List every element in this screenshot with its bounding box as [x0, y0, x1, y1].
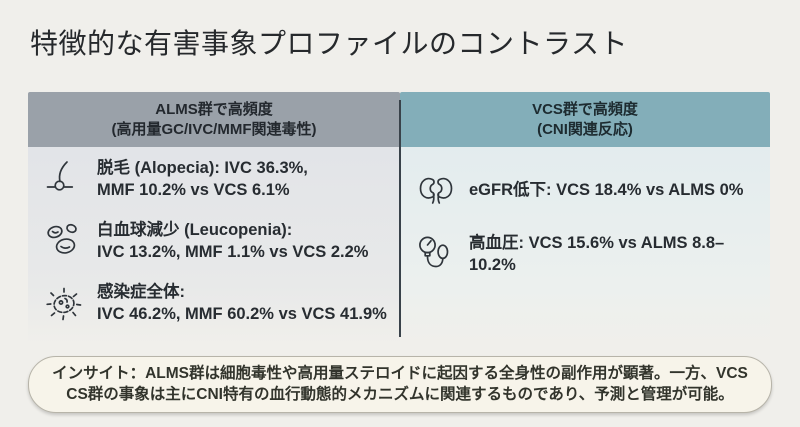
alms-header-line1: ALMS群で高頻度 — [155, 101, 273, 118]
adverse-event-text: 白血球減少 (Leucopenia): IVC 13.2%, MMF 1.1% … — [97, 219, 368, 263]
item-line: eGFR低下: VCS 18.4% vs ALMS 0% — [469, 181, 744, 199]
vcs-header-line2: (CNI関連反応) — [537, 121, 633, 139]
adverse-event-item-hypertension: 高血圧: VCS 15.6% vs ALMS 8.8–10.2% — [416, 232, 764, 276]
adverse-event-text: 感染症全体: IVC 46.2%, MMF 60.2% vs VCS 41.9% — [97, 281, 387, 325]
adverse-event-item-alopecia: 脱毛 (Alopecia): IVC 36.3%, MMF 10.2% vs V… — [44, 157, 394, 201]
alms-panel-body: 脱毛 (Alopecia): IVC 36.3%, MMF 10.2% vs V… — [28, 147, 400, 345]
adverse-event-item-leucopenia: 白血球減少 (Leucopenia): IVC 13.2%, MMF 1.1% … — [44, 219, 394, 263]
item-line: 白血球減少 (Leucopenia): — [97, 221, 293, 239]
insight-line2: CS群の事象は主にCNI特有の血行動態的メカニズムに関連するものであり、予測と管… — [66, 386, 734, 403]
hair-follicle-icon — [44, 159, 84, 199]
item-line: IVC 13.2%, MMF 1.1% vs VCS 2.2% — [97, 243, 369, 261]
slide-title: 特徴的な有害事象プロファイルのコントラスト — [30, 28, 628, 59]
adverse-event-text: eGFR低下: VCS 18.4% vs ALMS 0% — [469, 179, 743, 201]
vcs-header-line1: VCS群で高頻度 — [532, 101, 638, 118]
alms-header-line2: (高用量GC/IVC/MMF関連毒性) — [111, 121, 317, 139]
item-line: 高血圧: VCS 15.6% vs ALMS 8.8–10.2% — [469, 234, 725, 274]
adverse-event-item-infection: 感染症全体: IVC 46.2%, MMF 60.2% vs VCS 41.9% — [44, 281, 394, 325]
alms-panel: ALMS群で高頻度 (高用量GC/IVC/MMF関連毒性) 脱毛 (Alo — [28, 92, 400, 345]
item-line: 脱毛 (Alopecia): IVC 36.3%, — [97, 159, 308, 177]
vcs-panel-body: eGFR低下: VCS 18.4% vs ALMS 0% — [400, 147, 770, 345]
comparison-card: ALMS群で高頻度 (高用量GC/IVC/MMF関連毒性) 脱毛 (Alo — [28, 92, 770, 345]
kidneys-icon — [416, 170, 456, 210]
alms-panel-header: ALMS群で高頻度 (高用量GC/IVC/MMF関連毒性) — [28, 92, 400, 147]
blood-pressure-icon — [416, 234, 456, 274]
vcs-panel-header: VCS群で高頻度 (CNI関連反応) — [400, 92, 770, 147]
panel-divider-line — [399, 100, 401, 337]
item-line: 感染症全体: — [97, 283, 185, 301]
adverse-event-item-egfr: eGFR低下: VCS 18.4% vs ALMS 0% — [416, 170, 764, 210]
adverse-event-text: 高血圧: VCS 15.6% vs ALMS 8.8–10.2% — [469, 232, 764, 276]
insight-line1: インサイト：ALMS群は細胞毒性や高用量ステロイドに起因する全身性の副作用が顕著… — [52, 365, 748, 382]
vcs-panel: VCS群で高頻度 (CNI関連反応) eGFR低下: VCS 18.4% — [400, 92, 770, 345]
item-line: MMF 10.2% vs VCS 6.1% — [97, 181, 290, 199]
adverse-event-text: 脱毛 (Alopecia): IVC 36.3%, MMF 10.2% vs V… — [97, 157, 308, 201]
germ-icon — [44, 283, 84, 323]
item-line: IVC 46.2%, MMF 60.2% vs VCS 41.9% — [97, 305, 387, 323]
blood-cells-icon — [44, 221, 84, 261]
insight-callout: インサイト：ALMS群は細胞毒性や高用量ステロイドに起因する全身性の副作用が顕著… — [28, 356, 772, 413]
